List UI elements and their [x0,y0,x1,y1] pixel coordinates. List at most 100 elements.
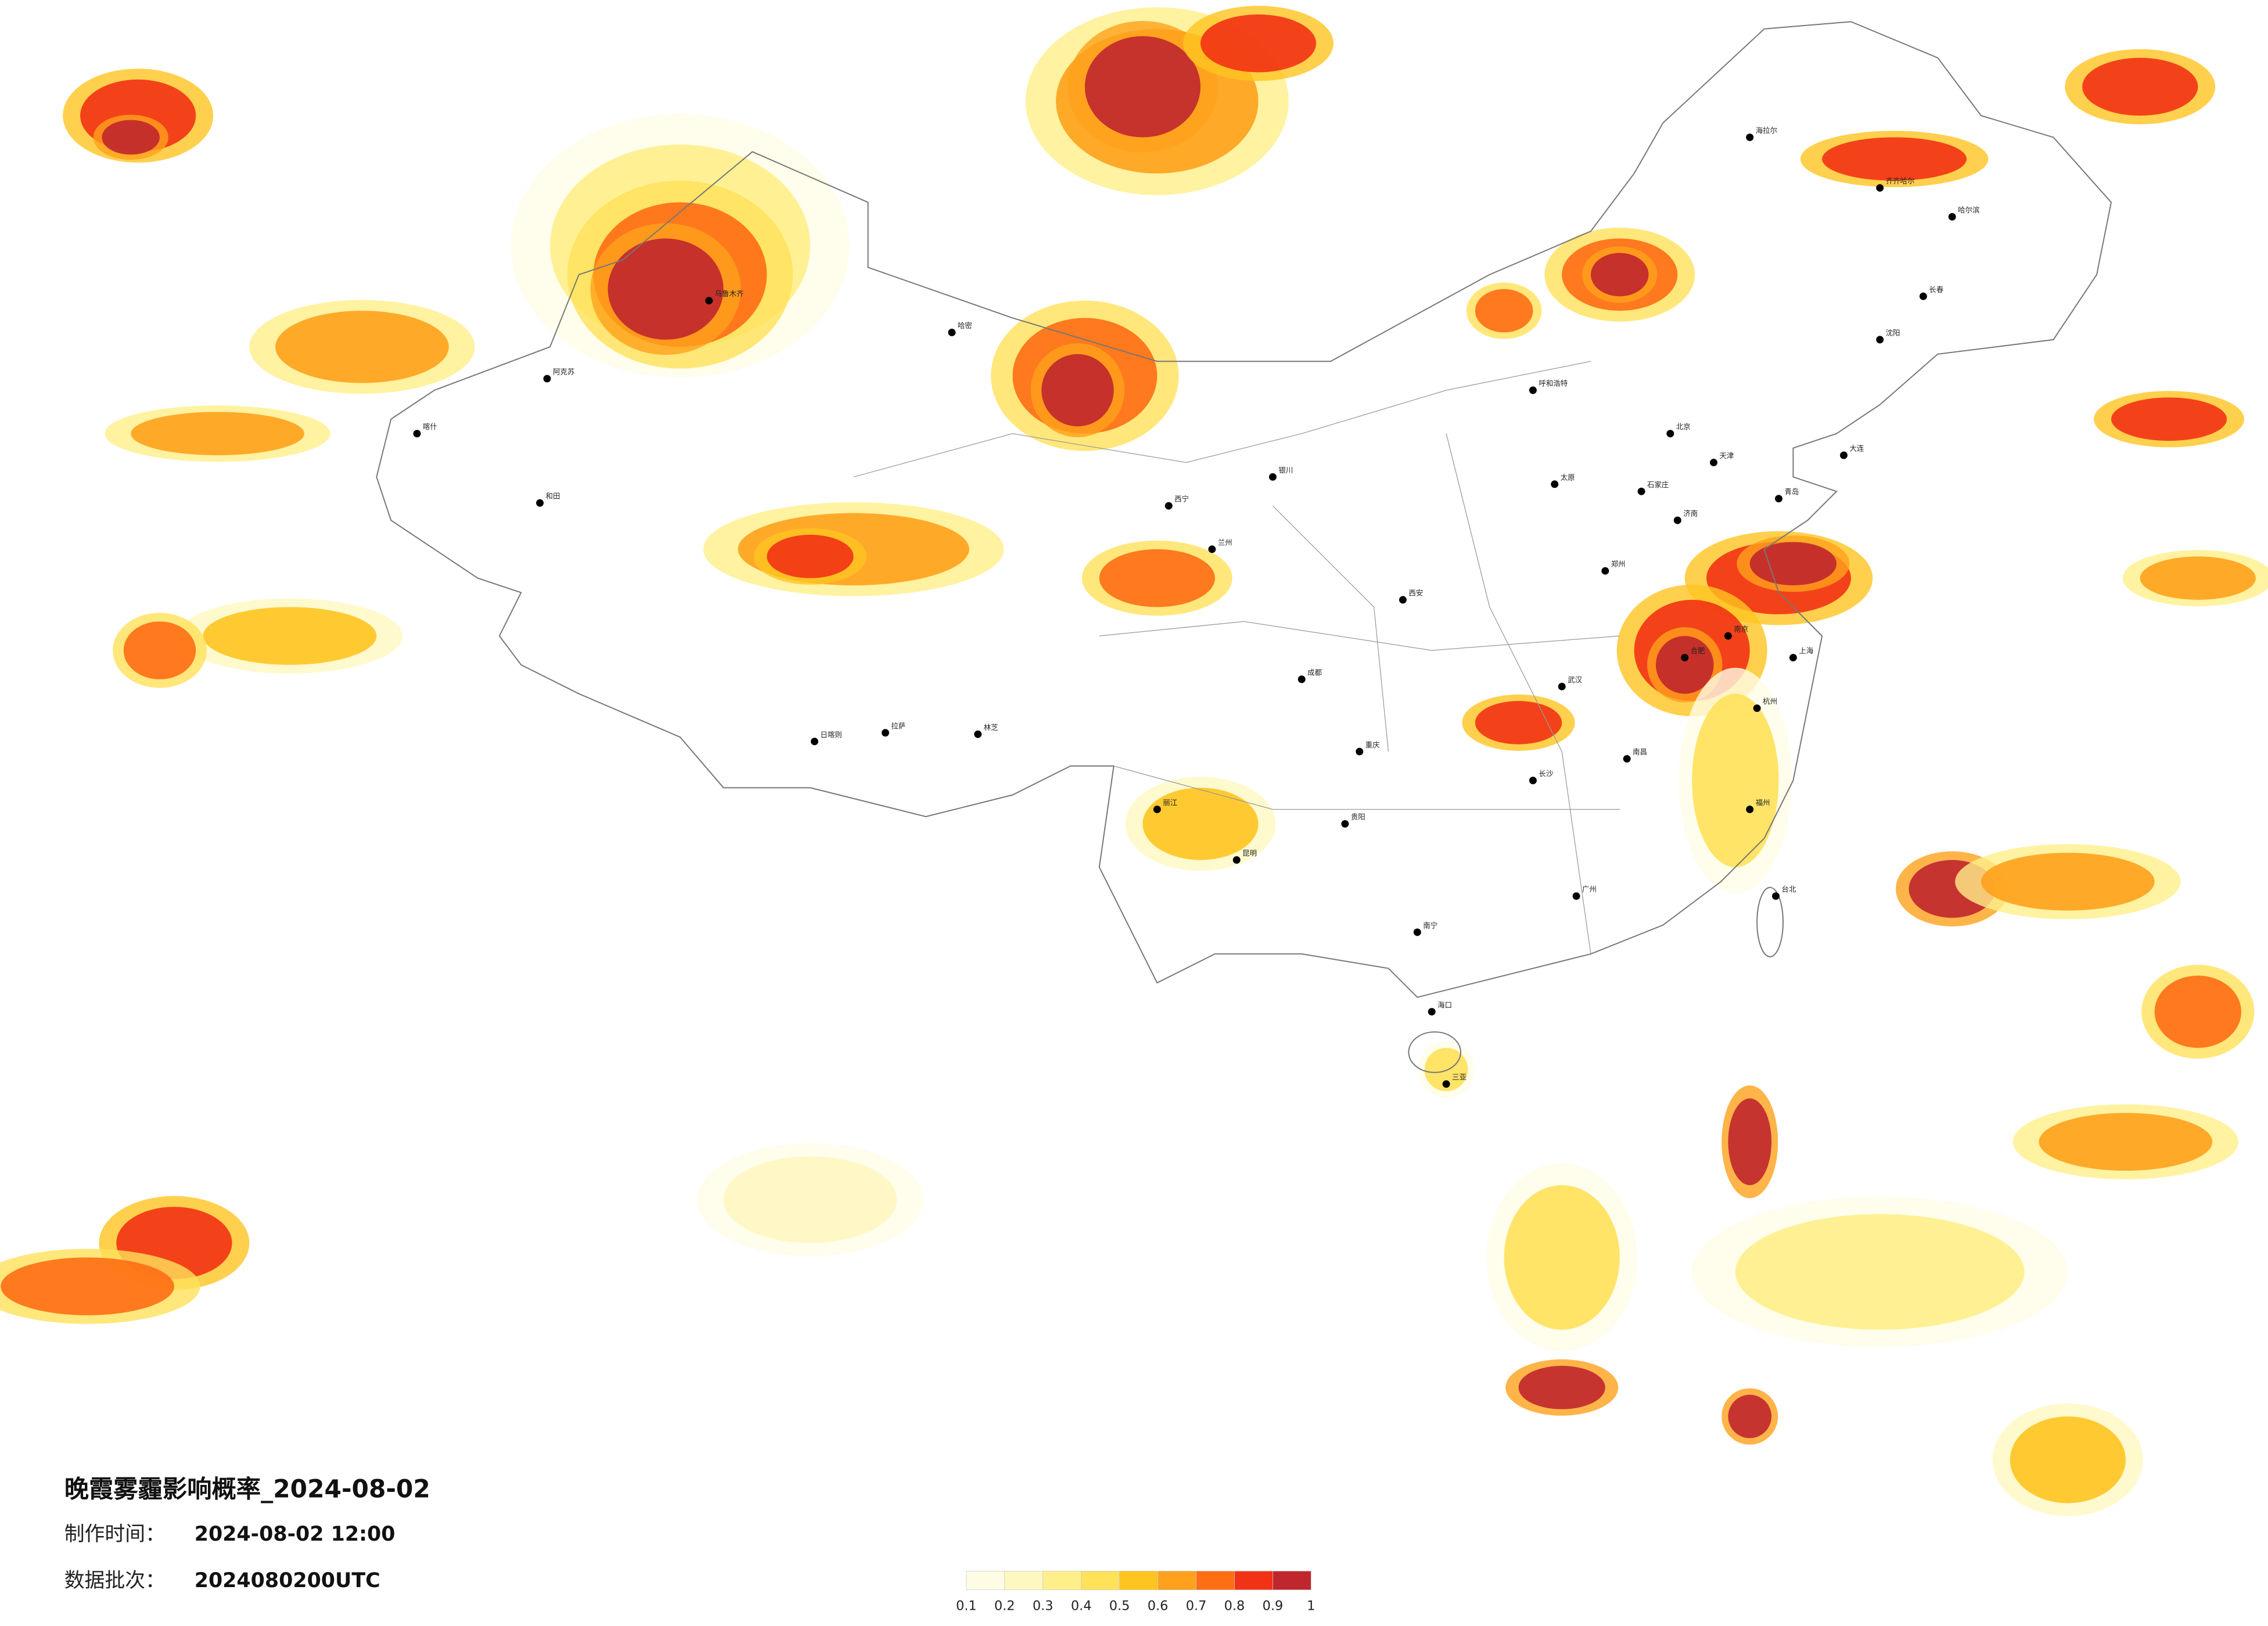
taiwan [1756,887,1784,958]
patch [1981,852,2155,911]
city-label: 海口 [1437,1001,1452,1009]
city-dot [1724,632,1732,640]
city-dot [1208,545,1216,553]
city-dot [1840,451,1848,459]
legend-swatch [1234,1571,1273,1591]
city-label: 天津 [1720,451,1734,460]
city-dot [1413,928,1421,936]
legend-swatch [1196,1571,1235,1591]
patch [767,534,854,578]
city-dot [1399,596,1407,604]
city-label: 呼和浩特 [1539,379,1568,388]
legend-swatch [1043,1571,1082,1591]
patch [1041,354,1114,427]
legend-swatch [1119,1571,1158,1591]
patch [1504,1185,1620,1330]
city-label: 郑州 [1611,560,1626,569]
city-dot [1919,292,1927,300]
legend-tick-label: 0.3 [1033,1599,1054,1614]
city-dot [1558,682,1566,690]
city-dot [948,328,956,336]
city-dot [881,729,889,737]
city-dot [705,297,713,305]
city-label: 兰州 [1218,538,1232,546]
patch [1590,253,1649,297]
city-dot [1529,776,1537,785]
patch [1084,36,1201,138]
city-label: 南宁 [1423,921,1437,930]
legend-tick-label: 0.8 [1224,1599,1245,1614]
legend-tick-label: 0.1 [956,1599,977,1614]
city-dot [1948,213,1956,221]
city-label: 齐齐哈尔 [1886,177,1915,185]
patch [203,607,377,665]
patch [2111,397,2227,441]
city-dot [1753,704,1761,713]
city-label: 上海 [1799,646,1813,655]
patch [1735,1214,2025,1330]
city-dot [1772,892,1780,900]
legend: 0.1 0.2 0.3 0.4 0.5 0.6 0.7 0.8 0.9 1 [956,1571,1315,1614]
city-dot [1746,805,1754,814]
city-dot [1268,473,1277,481]
city-dot [1356,747,1364,756]
city-dot [1232,856,1241,864]
legend-swatch [1081,1571,1120,1591]
patch [102,120,160,155]
city-label: 合肥 [1691,646,1705,655]
patch [2154,976,2241,1048]
city-label: 和田 [546,492,560,501]
city-dot [1637,487,1645,495]
city-label: 济南 [1683,509,1698,518]
time-value: 2024-08-02 12:00 [195,1523,396,1546]
city-label: 成都 [1307,668,1322,677]
city-dot [1746,133,1754,141]
batch-value: 2024080200UTC [195,1569,380,1592]
city-label: 拉萨 [891,721,905,730]
city-label: 银川 [1278,466,1293,474]
city-dot [1775,495,1783,503]
city-label: 沈阳 [1886,328,1900,337]
city-label: 青岛 [1785,487,1799,496]
legend-tick-label: 0.5 [1109,1599,1130,1614]
title: 晚霞雾霾影响概率_2024-08-02 [64,1474,430,1503]
city-dot [1673,516,1681,524]
patch [1728,1394,1772,1438]
city-dot [1710,458,1718,466]
city-label: 北京 [1676,422,1691,431]
city-label: 石家庄 [1647,480,1669,489]
legend-tick-label: 0.6 [1148,1599,1169,1614]
city-dot [1529,386,1537,394]
city-dot [1551,480,1559,488]
patch [2010,1416,2126,1503]
city-dot [1876,336,1884,344]
patch [275,311,449,383]
patch [1424,1048,1468,1092]
city-label: 长沙 [1539,769,1553,778]
patch [1655,636,1714,694]
city-dot [1297,675,1306,684]
city-dot [543,375,551,383]
city-label: 西安 [1408,588,1423,597]
legend-swatch [1158,1571,1196,1591]
patch [1475,289,1533,333]
legend-tick-label: 0.7 [1186,1599,1207,1614]
city-label: 长春 [1929,285,1943,294]
city-dot [1341,820,1349,828]
city-dot [974,730,982,738]
city-label: 三亚 [1452,1073,1467,1081]
city-dot [1666,430,1674,438]
patch [123,621,196,679]
city-label: 喀什 [423,422,437,431]
probability-field [0,5,2268,1516]
patch [723,1156,897,1243]
city-label: 西宁 [1174,495,1189,503]
city-label: 哈尔滨 [1958,206,1979,214]
city-label: 昆明 [1242,848,1257,857]
patch [1692,693,1779,868]
patch [2082,57,2198,116]
city-label: 重庆 [1365,740,1380,749]
country-border [376,21,2112,998]
patch [1475,701,1562,744]
